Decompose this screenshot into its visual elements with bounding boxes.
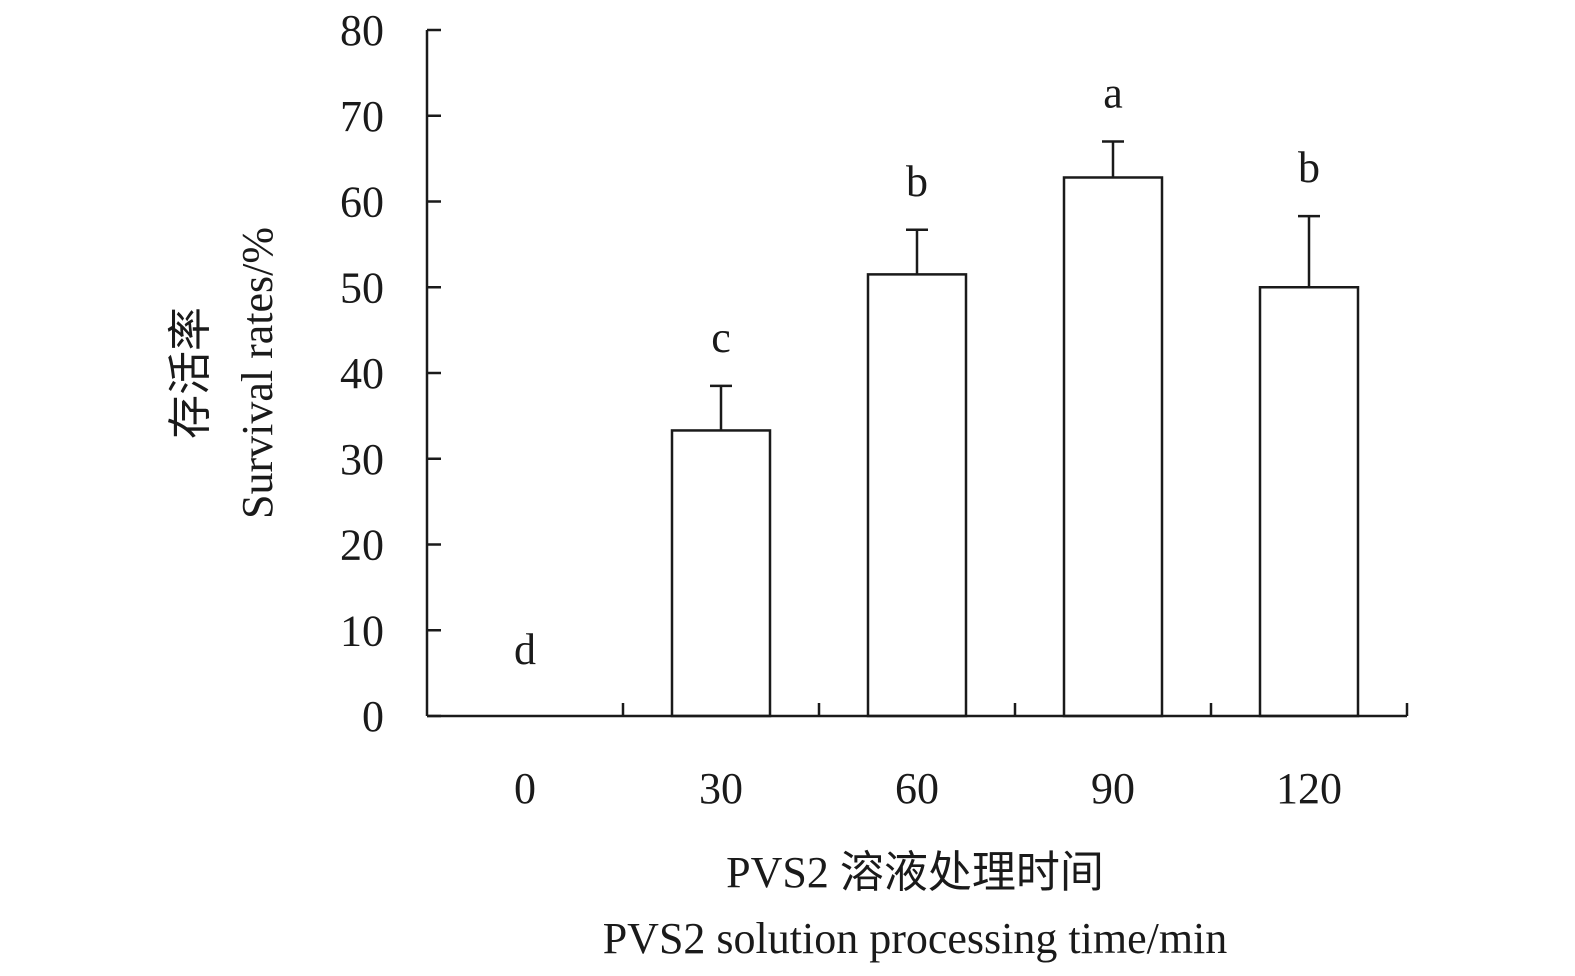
bar [670,429,772,718]
y-axis-ticks: 0 10 20 30 40 50 60 70 80 [340,6,441,741]
y-tick-label: 80 [340,6,384,55]
error-bars [710,140,1320,431]
significance-label: b [1298,143,1320,192]
x-tick-label: 30 [699,764,743,813]
bars [670,176,1360,718]
y-axis-title-cn: 存活率 [166,307,215,439]
y-tick-label: 0 [362,692,384,741]
x-tick-label: 0 [514,764,536,813]
significance-label: c [711,313,731,362]
x-axis-title-cn: PVS2 溶液处理时间 [726,848,1104,897]
x-tick-label: 90 [1091,764,1135,813]
bar [1258,286,1360,718]
significance-label: d [514,625,536,674]
significance-labels: d c b a b [514,68,1320,674]
y-tick-label: 10 [340,606,384,655]
y-tick-label: 50 [340,263,384,312]
x-axis-title-en: PVS2 solution processing time/min [603,914,1228,963]
y-tick-label: 70 [340,92,384,141]
x-axis-ticks: 0 30 60 90 120 [514,703,1409,813]
x-tick-label: 120 [1276,764,1342,813]
significance-label: b [906,157,928,206]
bar [866,273,968,718]
x-tick-label: 60 [895,764,939,813]
y-axis-title-en: Survival rates/% [233,227,282,519]
significance-label: a [1103,68,1123,117]
y-tick-label: 40 [340,349,384,398]
y-tick-label: 20 [340,521,384,570]
y-tick-label: 60 [340,178,384,227]
y-tick-label: 30 [340,435,384,484]
bar [1062,176,1164,718]
